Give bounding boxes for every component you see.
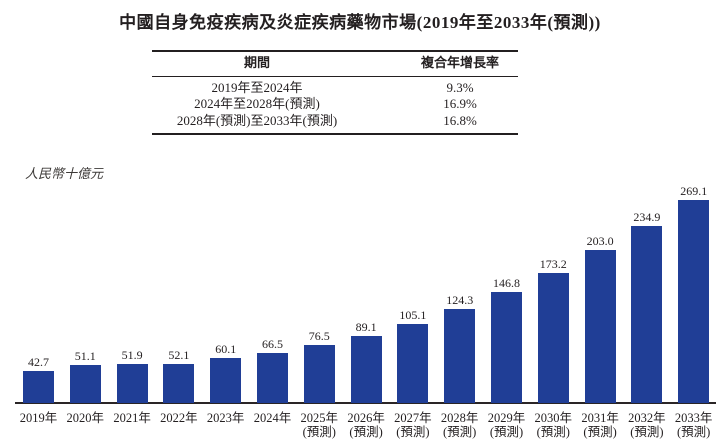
tick-forecast: (預測) — [536, 424, 570, 439]
bar — [491, 292, 522, 403]
tick-forecast: (預測) — [489, 424, 524, 439]
bar-value-label: 76.5 — [308, 329, 330, 343]
tick-year: 2027年 — [394, 411, 432, 425]
bar-value-label: 51.9 — [121, 348, 143, 362]
bar — [350, 336, 382, 403]
bar — [678, 200, 710, 403]
period-cell: 2028年(預測)至2033年(預測) — [176, 112, 338, 128]
tick-year: 2021年 — [113, 411, 151, 425]
tick-year: 2020年 — [66, 411, 105, 425]
x-axis-tick-label: 2022年 — [154, 411, 204, 426]
table-row: 2028年(預測)至2033年(預測) 16.8% — [152, 113, 518, 130]
tick-forecast: (預測) — [630, 424, 664, 439]
tick-year: 2023年 — [206, 411, 245, 425]
x-axis-tick-label: 2029年 (預測) — [482, 411, 532, 439]
cagr-table: 期間 複合年增長率 2019年至2024年 9.3% 2024年至2028年(預… — [152, 50, 518, 135]
bar-value-label: 173.2 — [539, 257, 567, 271]
tick-year: 2026年 — [347, 411, 385, 425]
x-axis-line — [15, 402, 716, 404]
tick-forecast: (預測) — [677, 424, 711, 439]
tick-year: 2031年 — [581, 411, 619, 425]
bar-value-label: 52.1 — [168, 348, 190, 362]
tick-year: 2032年 — [628, 411, 666, 425]
x-axis-tick-label: 2019年 — [14, 411, 64, 426]
tick-forecast: (預測) — [396, 424, 430, 439]
y-axis-unit-label: 人民幣十億元 — [25, 166, 104, 181]
bar-value-label: 146.8 — [493, 276, 520, 290]
x-axis-tick-label: 2032年 (預測) — [622, 411, 672, 439]
tick-year: 2033年 — [674, 411, 713, 425]
x-axis-tick-label: 2031年 (預測) — [575, 411, 625, 439]
x-axis-tick-label: 2028年 (預測) — [435, 411, 485, 439]
cagr-cell: 9.3% — [446, 79, 474, 95]
bar-value-label: 60.1 — [215, 342, 237, 356]
bar-value-label: 105.1 — [399, 308, 427, 322]
cagr-table-header-row: 期間 複合年增長率 — [152, 52, 518, 77]
bar — [23, 371, 54, 403]
x-axis-tick-label: 2023年 — [201, 411, 251, 426]
bar — [116, 364, 148, 403]
tick-year: 2019年 — [19, 411, 58, 425]
tick-year: 2030年 — [534, 411, 573, 425]
tick-year: 2022年 — [160, 411, 198, 425]
bar-value-label: 51.1 — [74, 349, 96, 363]
cagr-table-body: 2019年至2024年 9.3% 2024年至2028年(預測) 16.9% 2… — [152, 77, 518, 134]
tick-year: 2024年 — [253, 411, 292, 425]
bar-value-label: 66.5 — [262, 337, 283, 351]
period-cell: 2019年至2024年 — [211, 79, 303, 95]
bar — [537, 273, 569, 403]
tick-forecast: (預測) — [443, 424, 477, 439]
x-axis-tick-label: 2024年 — [248, 411, 298, 426]
cagr-cell: 16.8% — [443, 112, 477, 128]
bar-value-label: 234.9 — [633, 210, 661, 224]
bar-value-label: 269.1 — [680, 184, 708, 198]
tick-forecast: (預測) — [349, 424, 383, 439]
tick-year: 2025年 — [300, 411, 339, 425]
cagr-table-header-period: 期間 — [243, 55, 270, 70]
bar — [397, 324, 429, 403]
tick-forecast: (預測) — [583, 424, 617, 439]
period-cell: 2024年至2028年(預測) — [194, 96, 320, 111]
cagr-cell: 16.9% — [443, 96, 477, 111]
x-axis-tick-label: 2020年 — [60, 411, 110, 426]
bar-value-label: 203.0 — [586, 234, 614, 248]
bar — [303, 345, 335, 403]
tick-year: 2028年 — [440, 411, 479, 425]
x-axis-tick-label: 2026年 (預測) — [341, 411, 391, 439]
bar — [444, 309, 476, 403]
bar — [257, 353, 288, 403]
bar — [584, 250, 616, 403]
figure-title: 中國自身免疫疾病及炎症疾病藥物市場(2019年至2033年(預測)) — [119, 13, 601, 32]
bar-value-label: 42.7 — [28, 355, 49, 369]
x-axis-tick-label: 2030年 (預測) — [528, 411, 578, 439]
tick-forecast: (預測) — [302, 424, 336, 439]
table-row: 2024年至2028年(預測) 16.9% — [152, 96, 518, 113]
table-row: 2019年至2024年 9.3% — [152, 80, 518, 97]
bar — [163, 364, 195, 403]
x-axis-tick-label: 2021年 — [107, 411, 157, 426]
bar — [210, 358, 242, 403]
tick-year: 2029年 — [487, 411, 526, 425]
cagr-table-header-cagr: 複合年增長率 — [420, 55, 499, 70]
bar — [69, 365, 101, 403]
x-axis-tick-label: 2027年 (預測) — [388, 411, 438, 439]
bar-value-label: 124.3 — [446, 293, 474, 307]
x-axis-tick-label: 2025年 (預測) — [294, 411, 344, 439]
x-axis-tick-label: 2033年 (預測) — [669, 411, 719, 439]
bar — [631, 226, 663, 403]
bar-value-label: 89.1 — [355, 320, 377, 334]
